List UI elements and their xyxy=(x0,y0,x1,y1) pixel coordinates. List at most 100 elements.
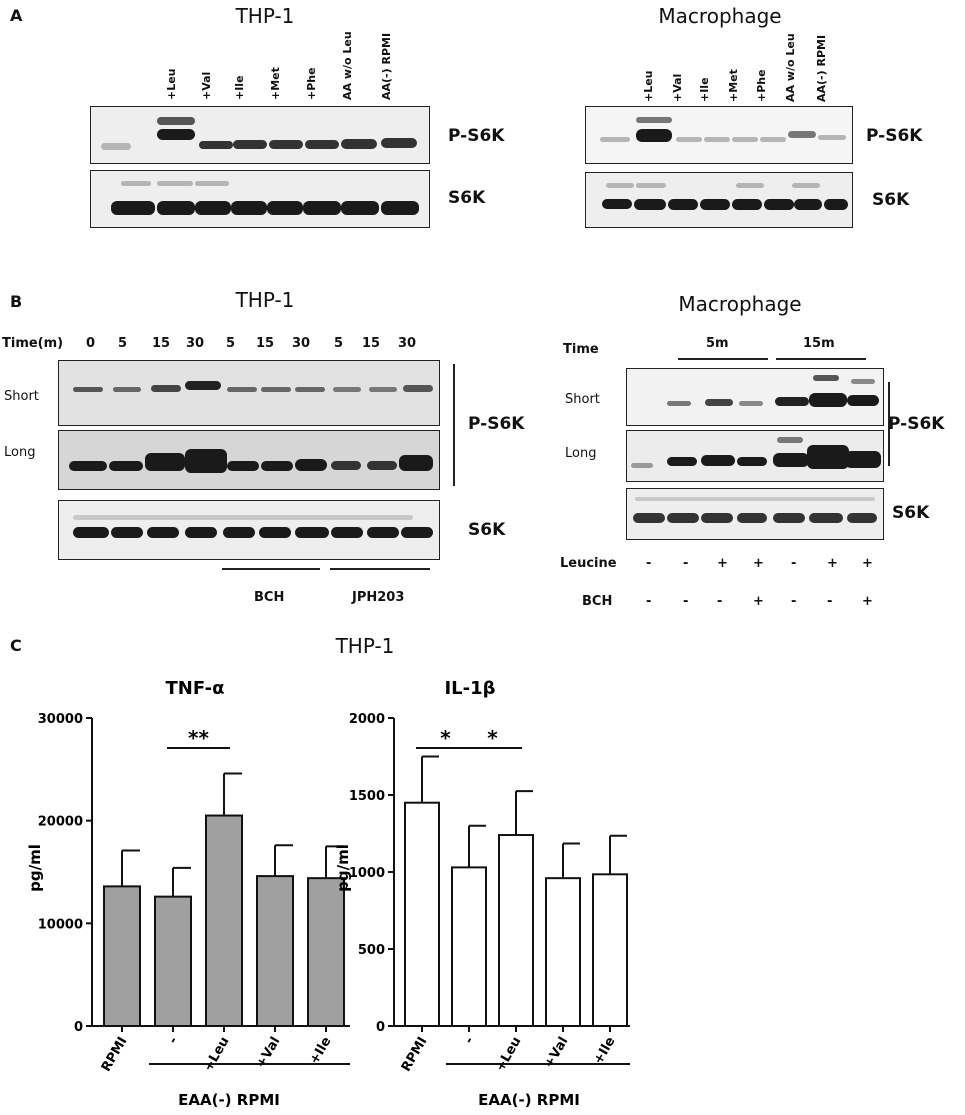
panel-a-right-s6k-blot xyxy=(585,172,853,228)
jph203-group-label: JPH203 xyxy=(352,590,405,605)
time-point: 5 xyxy=(334,336,344,351)
treatment-sign: - xyxy=(646,594,652,609)
significance-label: * xyxy=(487,726,498,750)
ps6k-bracket xyxy=(453,364,455,486)
lane-label: AA(-) RPMI xyxy=(815,34,828,102)
x-tick-label: +Leu xyxy=(201,1035,233,1075)
x-tick-label: RPMI xyxy=(99,1035,131,1075)
panel-c-letter: C xyxy=(10,636,22,655)
panel-b-right-s6k-label: S6K xyxy=(892,503,930,523)
time-point: 5 xyxy=(118,336,128,351)
time-point: 0 xyxy=(86,336,96,351)
panel-b-right-ps6k-label: P-S6K xyxy=(888,414,945,434)
panel-b-left-ps6k-label: P-S6K xyxy=(468,414,525,434)
tnf-alpha-chart: TNF-α pg/ml 0 10000 20000 30000 RPMI - +Leu +Va… xyxy=(26,678,350,1109)
lane-label: +Met xyxy=(269,67,282,100)
lane-label: AA w/o Leu xyxy=(341,31,354,100)
y-axis-label: pg/ml xyxy=(334,844,352,892)
significance-label: ** xyxy=(188,726,209,750)
time-group-5m-line xyxy=(678,358,768,360)
leucine-row-label: Leucine xyxy=(560,556,617,571)
treatment-sign: + xyxy=(827,556,838,571)
ps6k-bracket-right xyxy=(888,382,890,466)
bar xyxy=(103,885,141,1027)
bar xyxy=(404,801,440,1027)
x-tick-label: +Val xyxy=(542,1035,572,1071)
short-exposure-label: Short xyxy=(4,389,39,404)
treatment-sign: + xyxy=(753,556,764,571)
y-tick-label: 20000 xyxy=(38,815,83,830)
panel-b-left-s6k-blot xyxy=(58,500,440,560)
y-tick-label: 0 xyxy=(74,1020,83,1035)
panel-b-right-s6k-blot xyxy=(626,488,884,540)
lane-label: +Val xyxy=(671,73,684,102)
treatment-sign: - xyxy=(827,594,833,609)
bch-group-label: BCH xyxy=(254,590,285,605)
panel-b-right-title: Macrophage xyxy=(678,292,802,316)
time-group-5m: 5m xyxy=(706,336,729,351)
x-tick-label: - xyxy=(462,1035,478,1047)
y-tick-label: 1500 xyxy=(349,789,385,804)
y-tick-label: 1000 xyxy=(349,866,385,881)
panel-a-left-ps6k-label: P-S6K xyxy=(448,126,505,146)
panel-b-right-long-blot xyxy=(626,430,884,482)
y-tick-label: 30000 xyxy=(38,712,83,727)
bar xyxy=(256,875,294,1027)
panel-a-left-ps6k-blot xyxy=(90,106,430,164)
bar xyxy=(545,877,581,1027)
treatment-sign: + xyxy=(862,556,873,571)
time-point: 30 xyxy=(398,336,417,351)
time-point: 15 xyxy=(152,336,171,351)
treatment-sign: - xyxy=(683,556,689,571)
panel-b-left-s6k-label: S6K xyxy=(468,520,506,540)
bar xyxy=(451,866,487,1027)
panel-a-letter: A xyxy=(10,6,23,25)
panel-b-left-title: THP-1 xyxy=(235,288,295,312)
lane-label: +Phe xyxy=(305,67,318,100)
panel-a-left-title: THP-1 xyxy=(235,4,295,28)
y-tick-label: 500 xyxy=(358,943,385,958)
time-point: 5 xyxy=(226,336,236,351)
x-tick-label: RPMI xyxy=(399,1035,431,1075)
treatment-sign: - xyxy=(683,594,689,609)
x-tick-label: +Leu xyxy=(493,1035,525,1075)
bar xyxy=(154,895,192,1027)
lane-label: +Ile xyxy=(698,77,711,102)
bch-group-line xyxy=(222,568,320,570)
panel-b-right-short-blot xyxy=(626,368,884,426)
treatment-sign: - xyxy=(791,556,797,571)
lane-label: +Leu xyxy=(642,70,655,102)
lane-label: AA(-) RPMI xyxy=(380,32,393,100)
time-point: 30 xyxy=(292,336,311,351)
time-point: 30 xyxy=(186,336,205,351)
panel-a-right-ps6k-label: P-S6K xyxy=(866,126,923,146)
short-exposure-label: Short xyxy=(565,392,600,407)
jph203-group-line xyxy=(330,568,430,570)
time-point: 15 xyxy=(362,336,381,351)
panel-a-right-title: Macrophage xyxy=(658,4,782,28)
chart-title: TNF-α xyxy=(166,678,225,699)
long-exposure-label: Long xyxy=(565,446,597,461)
treatment-sign: - xyxy=(717,594,723,609)
treatment-sign: + xyxy=(753,594,764,609)
group-label: EAA(-) RPMI xyxy=(478,1091,580,1109)
treatment-sign: + xyxy=(717,556,728,571)
panel-b-left-long-blot xyxy=(58,430,440,490)
bar xyxy=(307,877,345,1027)
lane-label: +Phe xyxy=(755,69,768,102)
time-group-15m: 15m xyxy=(803,336,835,351)
panel-a-left-s6k-blot xyxy=(90,170,430,228)
lane-label: AA w/o Leu xyxy=(784,33,797,102)
y-tick-label: 2000 xyxy=(349,712,385,727)
y-axis-label: pg/ml xyxy=(26,844,44,892)
x-tick-label: - xyxy=(166,1035,182,1047)
time-point: 15 xyxy=(256,336,275,351)
group-label: EAA(-) RPMI xyxy=(178,1091,280,1109)
panel-b-right-time-label: Time xyxy=(563,342,599,357)
long-exposure-label: Long xyxy=(4,445,36,460)
panel-b-left-short-blot xyxy=(58,360,440,426)
time-group-15m-line xyxy=(776,358,866,360)
bch-row-label: BCH xyxy=(582,594,613,609)
treatment-sign: - xyxy=(646,556,652,571)
panel-a-right-ps6k-blot xyxy=(585,106,853,164)
